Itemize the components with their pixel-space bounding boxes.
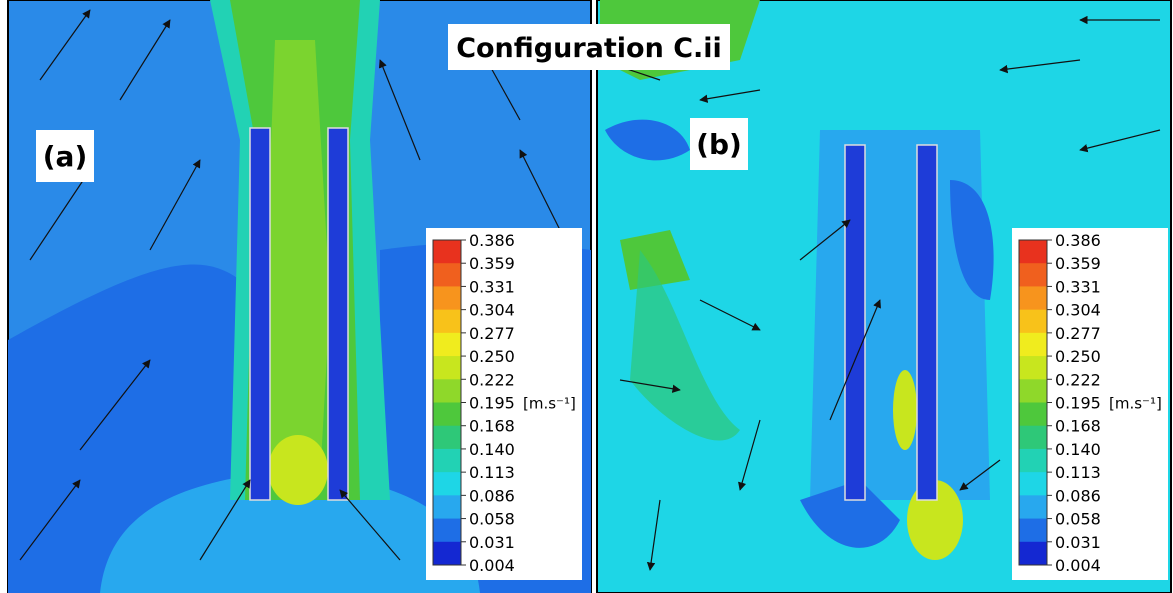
colorbar-swatch [433, 449, 461, 473]
colorbar-label: 0.113 [1055, 463, 1101, 482]
colorbar-label: 0.140 [469, 440, 515, 459]
colorbar-swatch [1019, 542, 1047, 566]
colorbar-unit: [m.s⁻¹] [1109, 395, 1162, 413]
colorbar-label: 0.168 [469, 417, 515, 436]
colorbar-swatch [1019, 240, 1047, 264]
colorbar-swatch [433, 286, 461, 310]
panel-label: (b) [696, 128, 742, 161]
panel-label: (a) [43, 140, 88, 173]
colorbar-unit: [m.s⁻¹] [523, 395, 576, 413]
colorbar-swatch [433, 333, 461, 357]
colorbar-swatch [1019, 263, 1047, 287]
colorbar-swatch [1019, 403, 1047, 427]
colorbar-swatch [433, 310, 461, 334]
colorbar-swatch [433, 472, 461, 496]
colorbar-label: 0.359 [1055, 254, 1101, 273]
colorbar-swatch [433, 426, 461, 450]
colorbar-label: 0.031 [469, 533, 515, 552]
colorbar-label: 0.168 [1055, 417, 1101, 436]
colorbar-label: 0.222 [1055, 370, 1101, 389]
colorbar-label: 0.331 [1055, 277, 1101, 296]
colorbar-swatch [433, 542, 461, 566]
colorbar-swatch [1019, 519, 1047, 543]
colorbar-swatch [1019, 286, 1047, 310]
colorbar-swatch [1019, 379, 1047, 403]
colorbar-swatch [433, 519, 461, 543]
colorbar-label: 0.359 [469, 254, 515, 273]
colorbar-swatch [433, 356, 461, 380]
colorbar-swatch [1019, 495, 1047, 519]
colorbar-label: 0.277 [469, 324, 515, 343]
colorbar-label: 0.250 [469, 347, 515, 366]
colorbar-label: 0.304 [469, 301, 515, 320]
colorbar-swatch [433, 403, 461, 427]
colorbar-label: 0.277 [1055, 324, 1101, 343]
colorbar-label: 0.386 [1055, 231, 1101, 250]
colorbar-label: 0.113 [469, 463, 515, 482]
colorbar-label: 0.222 [469, 370, 515, 389]
colorbar-label: 0.195 [1055, 394, 1101, 413]
colorbar-label: 0.031 [1055, 533, 1101, 552]
colorbar-label: 0.331 [469, 277, 515, 296]
colorbar-label: 0.304 [1055, 301, 1101, 320]
colorbar-label: 0.250 [1055, 347, 1101, 366]
colorbar-swatch [1019, 449, 1047, 473]
colorbar-swatch [1019, 356, 1047, 380]
colorbar-label: 0.140 [1055, 440, 1101, 459]
colorbar-label: 0.086 [1055, 486, 1101, 505]
colorbar-label: 0.195 [469, 394, 515, 413]
colorbar-swatch [1019, 472, 1047, 496]
colorbar-swatch [1019, 310, 1047, 334]
colorbar-swatch [433, 263, 461, 287]
colorbar-swatch [1019, 426, 1047, 450]
colorbar-label: 0.058 [1055, 510, 1101, 529]
figure-title: Configuration C.ii [456, 33, 722, 64]
colorbar-label: 0.004 [469, 556, 515, 575]
figure: Configuration C.ii (a) (b) 0.386 0.359 0.3… [0, 0, 1173, 593]
figure-svg: Configuration C.ii (a) (b) 0.386 0.359 0.3… [0, 0, 1173, 593]
colorbar-label: 0.386 [469, 231, 515, 250]
colorbar-swatch [433, 495, 461, 519]
colorbar-swatch [433, 240, 461, 264]
colorbar-label: 0.086 [469, 486, 515, 505]
colorbar-label: 0.058 [469, 510, 515, 529]
colorbar-label: 0.004 [1055, 556, 1101, 575]
colorbar-swatch [433, 379, 461, 403]
colorbar-swatch [1019, 333, 1047, 357]
